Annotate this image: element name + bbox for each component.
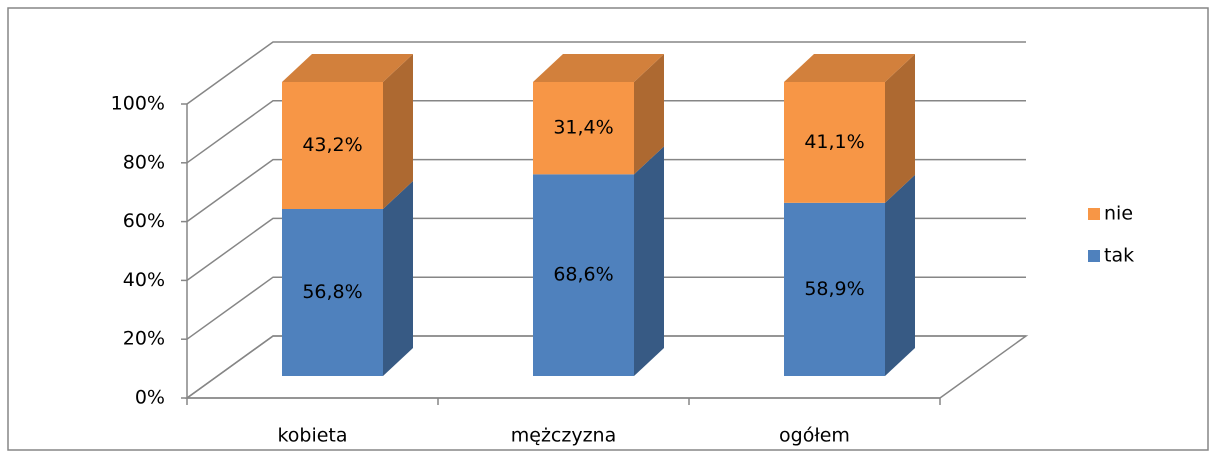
- bar-side: [885, 174, 915, 376]
- y-tick-label: 60%: [123, 210, 165, 232]
- bar-top: [784, 54, 915, 82]
- bar-side: [383, 54, 413, 210]
- bar-front: [784, 82, 885, 203]
- grid-line: [186, 41, 1026, 105]
- bar-side: [634, 146, 664, 376]
- y-tick-label: 80%: [123, 151, 165, 173]
- x-tick-label: kobieta: [277, 425, 347, 447]
- legend-label: nie: [1104, 203, 1133, 225]
- bar-front: [282, 82, 383, 210]
- bar-front: [533, 174, 634, 376]
- value-label: 56,8%: [302, 281, 362, 303]
- x-tick-label: mężczyzna: [511, 425, 617, 447]
- grid-line: [186, 158, 1026, 223]
- bar-front: [784, 202, 885, 376]
- value-label: 31,4%: [553, 117, 613, 139]
- bar-side: [383, 181, 413, 376]
- legend-swatch: [1088, 250, 1100, 262]
- value-label: 43,2%: [302, 134, 362, 156]
- bar-side: [885, 54, 915, 203]
- bar-top: [533, 54, 664, 82]
- bar-top: [282, 54, 413, 82]
- grid-line: [186, 276, 1026, 340]
- bar-front: [282, 209, 383, 376]
- bar-front: [533, 82, 634, 175]
- bar-side: [634, 54, 664, 175]
- value-label: 41,1%: [804, 131, 864, 153]
- value-label: 68,6%: [553, 264, 613, 286]
- grid-line: [186, 217, 1026, 282]
- y-tick-label: 100%: [111, 93, 165, 115]
- value-label: 58,9%: [804, 278, 864, 300]
- y-tick-label: 40%: [123, 269, 165, 291]
- legend-swatch: [1088, 208, 1100, 220]
- y-tick-label: 20%: [123, 328, 165, 350]
- legend-label: tak: [1104, 245, 1134, 267]
- y-tick-label: 0%: [135, 387, 165, 409]
- grid-line: [186, 335, 1026, 399]
- x-tick-label: ogółem: [779, 425, 850, 447]
- grid-line: [186, 100, 1026, 164]
